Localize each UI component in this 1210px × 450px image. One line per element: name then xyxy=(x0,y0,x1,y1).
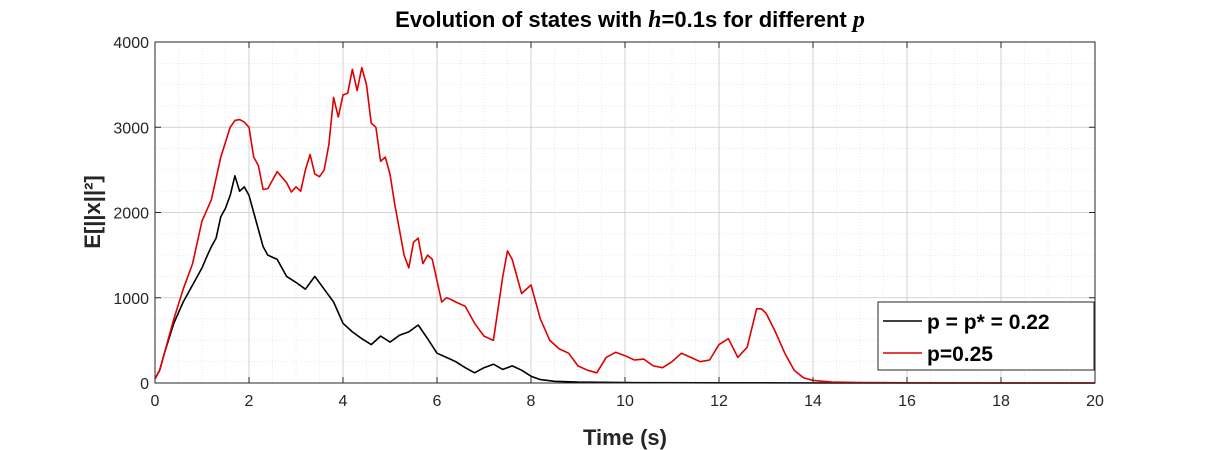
x-tick-label: 6 xyxy=(433,393,442,410)
x-tick-label: 14 xyxy=(804,393,822,410)
series-line-1 xyxy=(154,175,1095,384)
x-tick-label: 10 xyxy=(616,393,634,410)
legend-label-series-1: p = p* = 0.22 xyxy=(927,311,1050,334)
y-tick-label: 3000 xyxy=(113,120,149,137)
series-layer xyxy=(154,66,1095,384)
x-tick-label: 18 xyxy=(992,393,1010,410)
chart-title: Evolution of states with h=0.1s for diff… xyxy=(395,7,865,33)
x-tick-label: 2 xyxy=(245,393,254,410)
x-tick-label: 0 xyxy=(151,393,160,410)
legend-label-series-2: p=0.25 xyxy=(927,343,993,366)
y-tick-label: 1000 xyxy=(113,291,149,308)
axis-ticks: 0 2 4 6 8 10 12 14 16 18 20 0 1000 2000 3000 4000 xyxy=(113,35,1104,410)
series-line-2 xyxy=(154,66,1095,384)
x-tick-label: 4 xyxy=(339,393,348,410)
y-axis-label: E[||x||²] xyxy=(80,175,105,249)
x-tick-label: 8 xyxy=(527,393,536,410)
y-tick-label: 2000 xyxy=(113,206,149,223)
x-axis-label: Time (s) xyxy=(583,425,667,450)
x-tick-label: 20 xyxy=(1086,393,1104,410)
y-tick-label: 4000 xyxy=(113,35,149,52)
x-tick-label: 16 xyxy=(898,393,916,410)
legend-box xyxy=(877,301,1095,371)
y-tick-label: 0 xyxy=(140,376,149,393)
major-grid xyxy=(155,42,1095,383)
legend: p = p* = 0.22 p=0.25 xyxy=(877,301,1095,371)
x-tick-label: 12 xyxy=(710,393,728,410)
